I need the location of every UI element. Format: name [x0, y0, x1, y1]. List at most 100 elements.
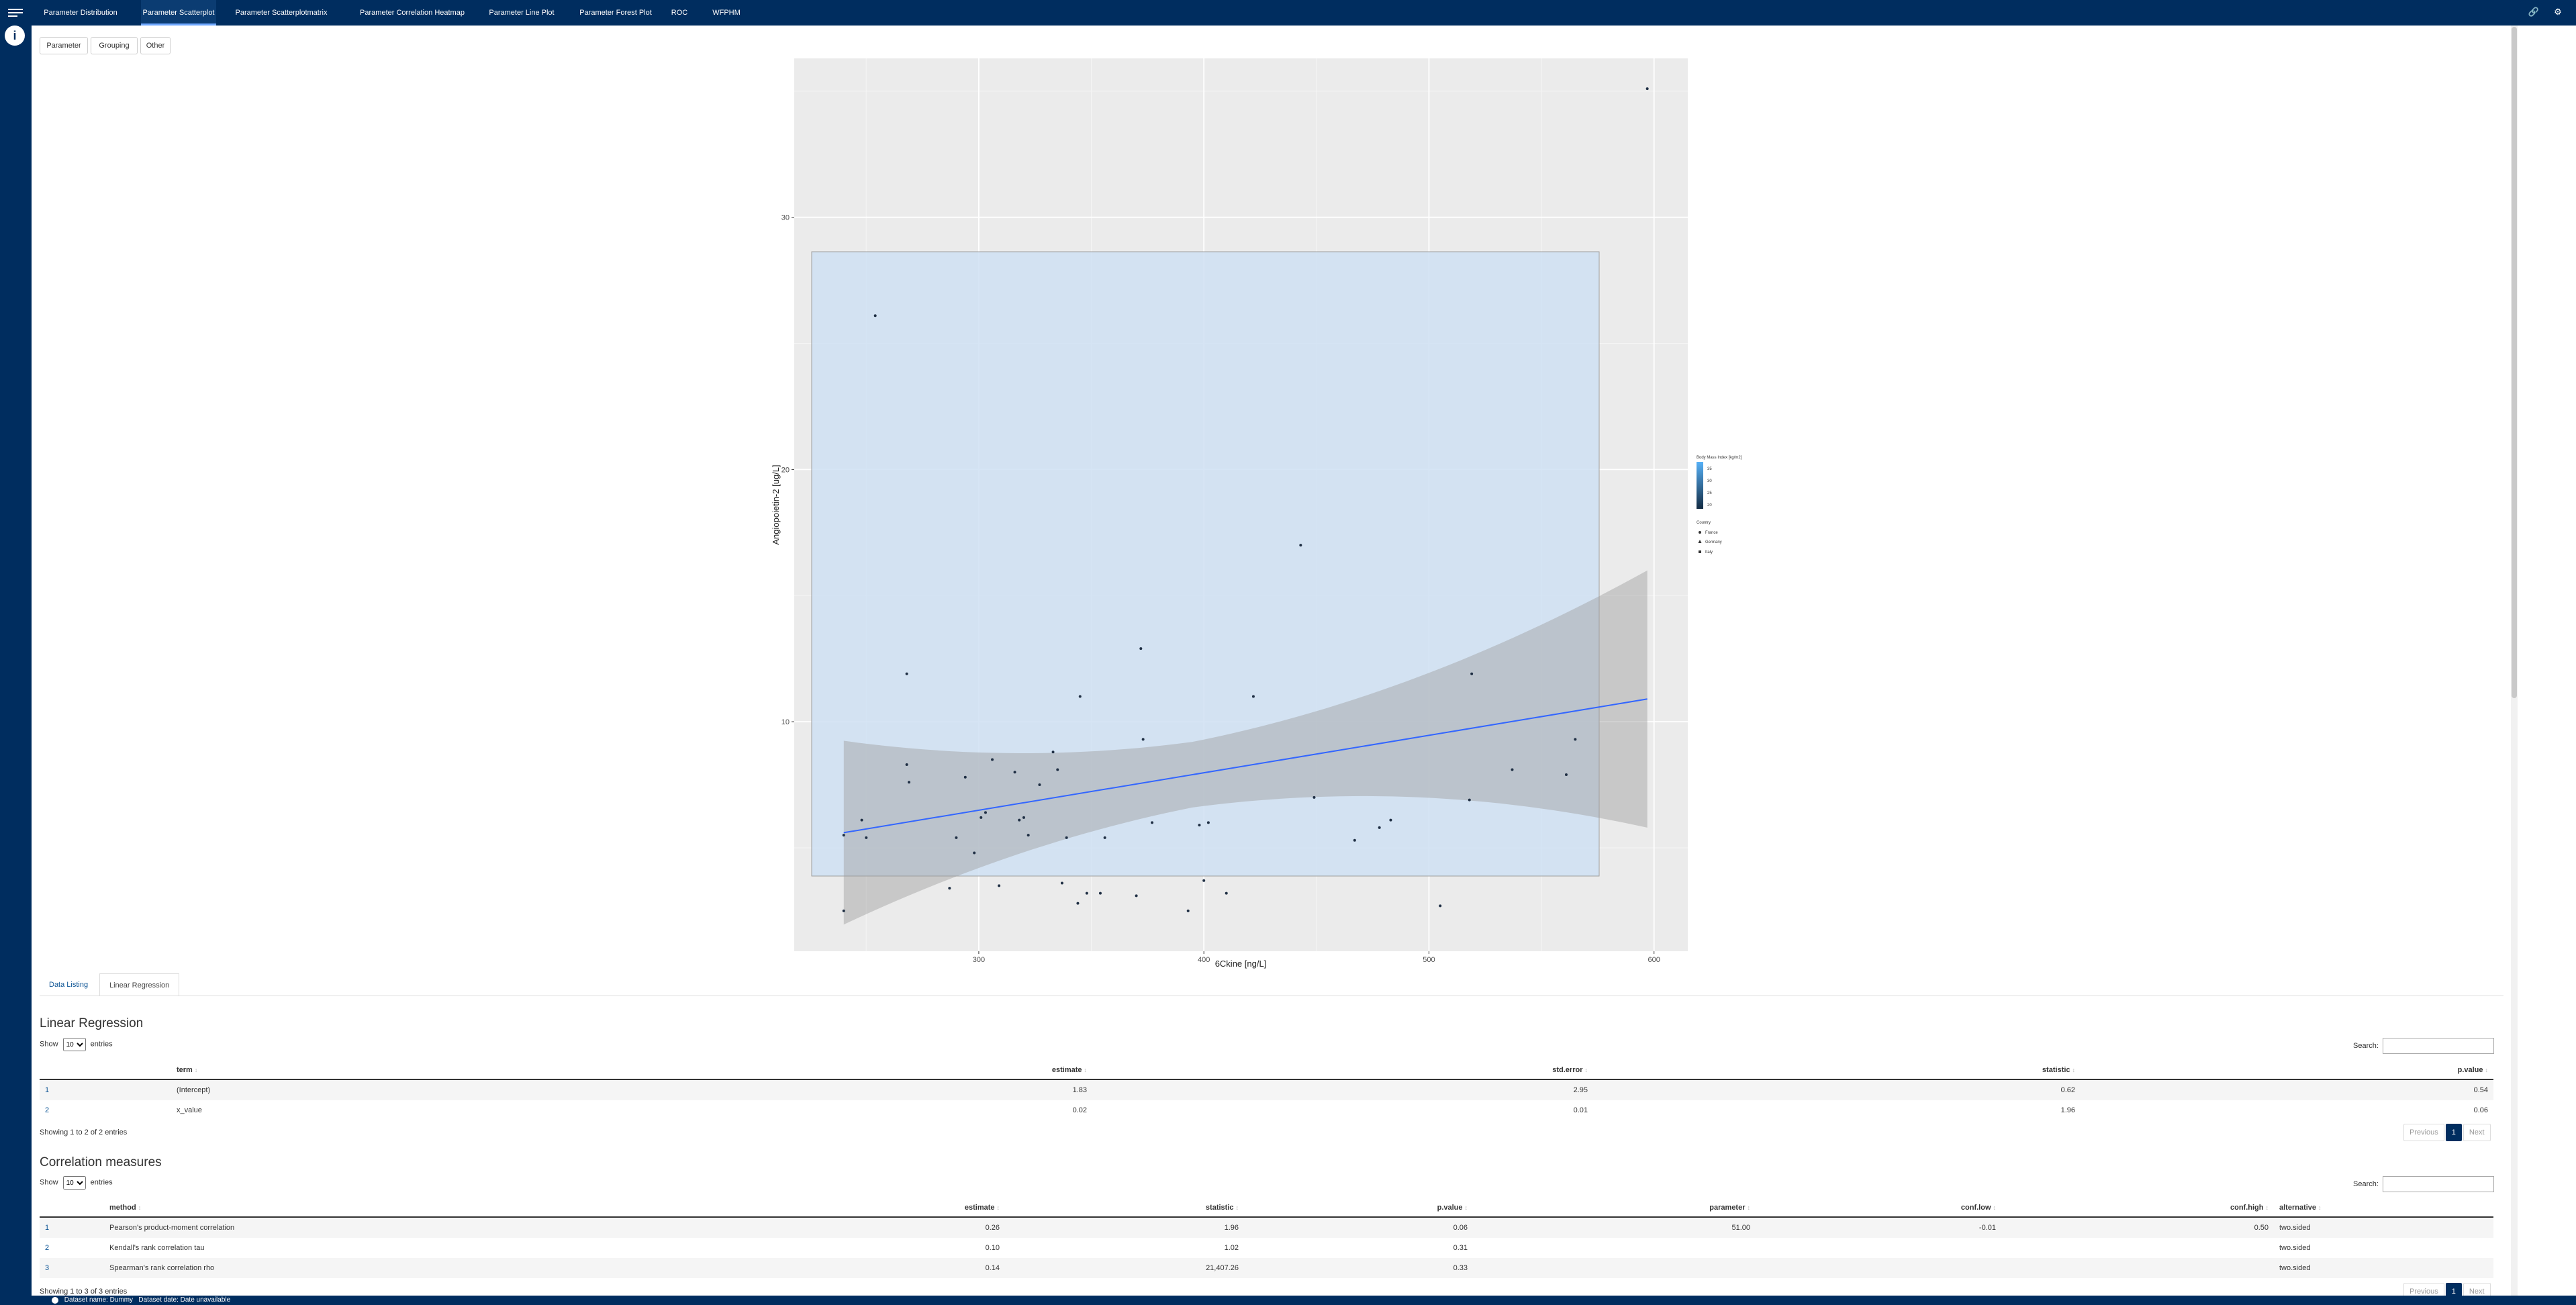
table-row[interactable]: 3 Spearman's rank correlation rho 0.14 2…	[40, 1258, 2493, 1278]
cell-row-number: 2	[45, 1244, 50, 1252]
cell-statistic: 1.96	[2060, 1106, 2075, 1114]
search-label: Search:	[2353, 1179, 2379, 1188]
data-point	[1103, 836, 1106, 839]
table-row[interactable]: 2 x_value 0.02 0.01 1.96 0.06	[40, 1100, 2493, 1120]
tab-roc[interactable]: ROC	[671, 9, 688, 17]
data-point	[1135, 894, 1138, 898]
data-point	[1051, 751, 1055, 754]
data-point	[980, 816, 983, 819]
table-row[interactable]: 1 Pearson's product-moment correlation 0…	[40, 1217, 2493, 1238]
data-point	[1389, 818, 1392, 822]
table-row[interactable]: 2 Kendall's rank correlation tau 0.10 1.…	[40, 1238, 2493, 1258]
data-point	[998, 884, 1001, 887]
legend-group-title: Country	[1697, 521, 1711, 525]
corr-search-input[interactable]	[2382, 1176, 2494, 1192]
data-point	[1564, 773, 1568, 777]
y-axis-title: Angiopoietin-2 [ug/L]	[771, 465, 781, 544]
tab-parameter-line-plot[interactable]: Parameter Line Plot	[489, 9, 555, 17]
grouping-button[interactable]: Grouping	[91, 37, 138, 54]
cell-parameter	[1473, 1258, 1756, 1278]
cell-estimate: 0.14	[759, 1258, 1005, 1278]
linear-regression-title: Linear Regression	[40, 1016, 144, 1030]
legend-colorbar-label: 20	[1707, 503, 1712, 508]
column-header-term[interactable]: term ↕	[171, 1061, 612, 1080]
column-header-alternative[interactable]: alternative ↕	[2274, 1199, 2493, 1218]
lr-search-input[interactable]	[2382, 1038, 2494, 1054]
data-point	[1060, 881, 1063, 885]
vertical-scrollbar[interactable]	[2511, 26, 2518, 1296]
sort-icon: ↕	[1993, 1204, 1997, 1211]
lr-length-control: Show 10 entries	[40, 1038, 113, 1051]
table-row[interactable]: 1 (Intercept) 1.83 2.95 0.62 0.54	[40, 1079, 2493, 1100]
scatterplot-chart: 300 400 500 600 10 20 30 6Ckine [ng/L] Angiop…	[771, 58, 1742, 969]
cell-alternative: two.sided	[2279, 1244, 2311, 1252]
corr-page-size-select[interactable]: 10	[62, 1176, 86, 1190]
cell-conf-high	[2001, 1258, 2274, 1278]
link-icon[interactable]: 🔗	[2528, 7, 2540, 17]
cell-row-number: 3	[40, 1258, 104, 1278]
data-point	[948, 887, 951, 890]
lr-pagination: Previous 1 Next	[2402, 1124, 2491, 1141]
column-header[interactable]	[40, 1199, 104, 1218]
tab-parameter-correlation-heatmap[interactable]: Parameter Correlation Heatmap	[360, 9, 465, 17]
column-header-statistic[interactable]: statistic ↕	[1005, 1199, 1244, 1218]
table-header-row: term ↕ estimate ↕ std.error ↕ statistic ↕ p.…	[40, 1061, 2493, 1080]
corr-length-control: Show 10 entries	[40, 1176, 113, 1190]
hamburger-menu-icon[interactable]	[8, 7, 23, 19]
sort-icon: ↕	[2318, 1204, 2322, 1211]
legend-marker	[1698, 540, 1702, 543]
column-header-conf-high[interactable]: conf.high ↕	[2001, 1199, 2274, 1218]
x-tick-label: 600	[1648, 956, 1660, 964]
column-header-statistic[interactable]: statistic ↕	[1593, 1061, 2081, 1080]
dataset-info-icon	[52, 1297, 58, 1304]
next-page-button[interactable]: Next	[2463, 1124, 2491, 1141]
page-1-button[interactable]: 1	[2445, 1124, 2462, 1141]
parameter-button[interactable]: Parameter	[40, 37, 88, 54]
data-point	[1299, 544, 1302, 547]
tab-parameter-scatterplot[interactable]: Parameter Scatterplot	[141, 0, 216, 26]
scrollbar-thumb[interactable]	[2512, 27, 2517, 698]
lr-page-size-select[interactable]: 10	[62, 1038, 86, 1051]
column-header-estimate[interactable]: estimate ↕	[759, 1199, 1005, 1218]
column-label: conf.high	[2230, 1204, 2264, 1212]
data-point	[842, 909, 845, 912]
cell-method: Spearman's rank correlation rho	[104, 1258, 759, 1278]
settings-icon[interactable]: ⚙	[2554, 7, 2562, 17]
sort-icon: ↕	[1235, 1204, 1239, 1211]
info-icon[interactable]: i	[5, 26, 25, 46]
column-header-parameter[interactable]: parameter ↕	[1473, 1199, 1756, 1218]
data-point	[984, 811, 987, 814]
tab-linear-regression[interactable]: Linear Regression	[99, 973, 180, 996]
tab-parameter-forest-plot[interactable]: Parameter Forest Plot	[579, 9, 652, 17]
tab-parameter-distribution[interactable]: Parameter Distribution	[44, 9, 117, 17]
data-point	[1038, 783, 1041, 787]
other-button[interactable]: Other	[140, 37, 171, 54]
data-point	[1141, 738, 1145, 741]
column-header-p-value[interactable]: p.value ↕	[2081, 1061, 2493, 1080]
data-point	[963, 775, 967, 779]
cell-statistic: 0.62	[1593, 1079, 2081, 1100]
legend-group-label: Germany	[1705, 540, 1722, 544]
column-label: std.error	[1552, 1066, 1583, 1074]
cell-estimate: 0.10	[985, 1244, 1000, 1252]
regression-line	[843, 698, 1648, 834]
column-header-conf-low[interactable]: conf.low ↕	[1756, 1199, 2001, 1218]
column-label: statistic	[2042, 1066, 2070, 1074]
data-point	[1313, 795, 1316, 799]
tab-parameter-scatterplotmatrix[interactable]: Parameter Scatterplotmatrix	[235, 9, 328, 17]
column-header-std-error[interactable]: std.error ↕	[1092, 1061, 1593, 1080]
column-header[interactable]	[40, 1061, 171, 1080]
tab-data-listing[interactable]: Data Listing	[49, 981, 89, 989]
column-header-estimate[interactable]: estimate ↕	[612, 1061, 1092, 1080]
tab-wfphm[interactable]: WFPHM	[712, 9, 741, 17]
column-header-p-value[interactable]: p.value ↕	[1244, 1199, 1473, 1218]
data-point	[1027, 834, 1030, 837]
column-label: estimate	[964, 1204, 995, 1212]
column-label: conf.low	[1960, 1204, 1991, 1212]
data-point	[1078, 695, 1082, 698]
y-tick-label: 10	[781, 718, 790, 726]
previous-page-button[interactable]: Previous	[2403, 1124, 2444, 1141]
column-header-method[interactable]: method ↕	[104, 1199, 759, 1218]
data-point	[1186, 909, 1190, 912]
cell-p-value: 0.33	[1244, 1258, 1473, 1278]
